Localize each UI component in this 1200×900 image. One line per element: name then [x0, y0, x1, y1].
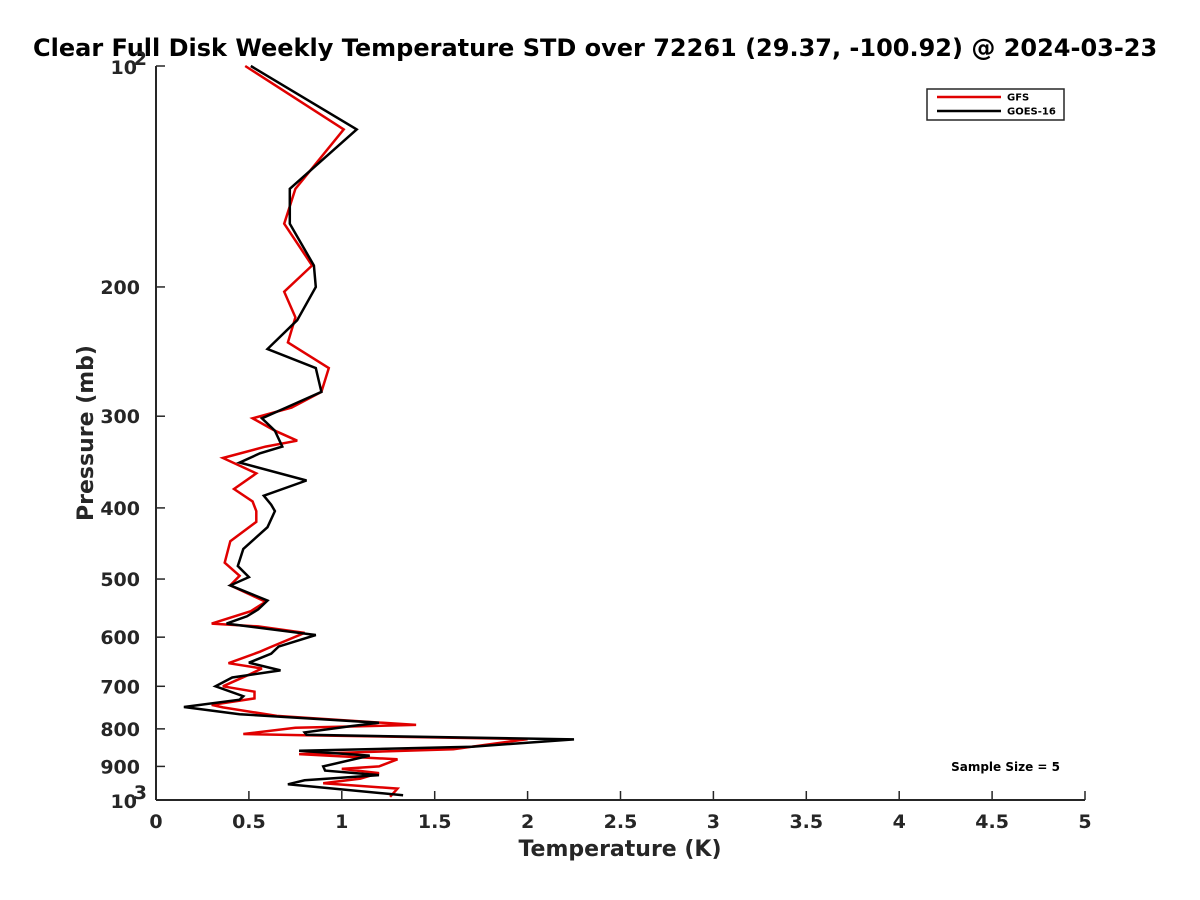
legend-box	[926, 88, 1065, 121]
legend: GFS GOES-16	[926, 88, 1065, 121]
y-axis-label: Pressure (mb)	[74, 345, 99, 521]
series-line-goes16	[183, 64, 575, 797]
x-tick-label: 3	[707, 811, 720, 833]
series-line-gfs	[211, 64, 528, 798]
x-tick-label: 3.5	[789, 811, 823, 833]
y-tick-label: 900	[100, 756, 140, 778]
y-tick-label: 600	[100, 627, 140, 649]
y-tick-label: 700	[100, 676, 140, 698]
x-tick-label: 2.5	[604, 811, 638, 833]
plot-area	[155, 66, 1085, 801]
series-layer	[183, 64, 575, 798]
y-tick-label: 10	[111, 57, 137, 79]
x-tick-label: 1	[335, 811, 348, 833]
y-tick-label-exponent: 2	[134, 48, 147, 70]
y-tick-label: 300	[100, 406, 140, 428]
x-tick-label: 5	[1078, 811, 1091, 833]
x-tick-label: 1.5	[418, 811, 452, 833]
legend-label-goes16: GOES-16	[1007, 107, 1056, 118]
y-tick-label: 800	[100, 719, 140, 741]
y-tick-label: 10	[111, 791, 137, 813]
sample-size-annotation: Sample Size = 5	[951, 760, 1060, 774]
x-tick-label: 0	[149, 811, 162, 833]
x-axis-ticks: 0 0.5 1 1.5 2 2.5 3 3.5 4 4.5 5	[149, 791, 1092, 833]
x-tick-label: 0.5	[232, 811, 266, 833]
y-tick-label: 400	[100, 498, 140, 520]
x-tick-label: 4	[893, 811, 906, 833]
x-tick-label: 2	[521, 811, 534, 833]
x-tick-label: 4.5	[975, 811, 1009, 833]
y-tick-label: 200	[100, 277, 140, 299]
y-tick-label-exponent: 3	[134, 782, 147, 804]
x-axis-label: Temperature (K)	[518, 837, 721, 862]
y-tick-label: 500	[100, 569, 140, 591]
chart-title: Clear Full Disk Weekly Temperature STD o…	[33, 34, 1157, 62]
legend-label-gfs: GFS	[1007, 93, 1029, 104]
